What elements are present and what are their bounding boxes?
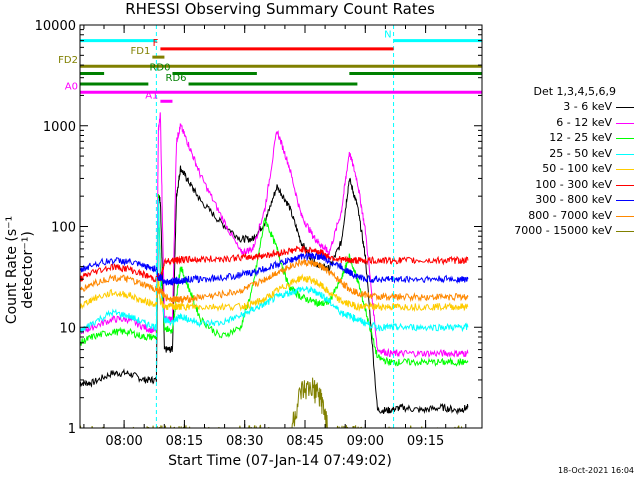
legend-swatch [616,107,634,108]
plot-frame [79,24,483,429]
flag-label-a1: A1 [145,90,158,101]
legend: Det 1,3,4,5,6,9 3 - 6 keV 6 - 12 keV 12 … [488,85,636,240]
legend-header: Det 1,3,4,5,6,9 [533,85,616,98]
x-tick-label: 08:00 [105,434,142,449]
flag-label-fd2: FD2 [58,55,78,66]
legend-swatch [616,153,634,155]
legend-item: 800 - 7000 keV [488,209,636,225]
y-axis-label: Count Rate (s⁻¹ detector⁻¹) [4,215,36,325]
legend-swatch [616,169,634,170]
series-line-7 [80,257,469,305]
legend-swatch [616,231,634,232]
x-tick-label: 08:30 [226,434,263,449]
flag-label-rd0: RD0 [149,63,170,74]
series-line-6 [80,252,469,286]
flag-label-fd1: FD1 [131,46,151,57]
legend-swatch [616,138,634,139]
x-tick-label: 09:00 [347,434,384,449]
series-line-1 [80,112,469,359]
date-stamp: 18-Oct-2021 16:04 [558,466,634,475]
flag-label-a0: A0 [65,81,78,92]
legend-item: 100 - 300 keV [488,178,636,194]
y-tick-label: 10000 [35,19,76,34]
y-tick-label: 100 [51,221,76,236]
legend-item: 12 - 25 keV [488,131,636,147]
y-tick-label: 1 [68,422,76,437]
y-tick-label: 10 [59,321,76,336]
flag-label-rd6: RD6 [166,73,187,84]
legend-swatch [616,122,634,124]
series-line-8 [80,377,463,428]
series-line-3 [80,198,469,334]
x-tick-label: 09:15 [407,434,444,449]
legend-item: 6 - 12 keV [488,116,636,132]
legend-item: 50 - 100 keV [488,162,636,178]
chart-title: RHESSI Observing Summary Count Rates [125,0,435,18]
x-axis-label: Start Time (07-Jan-14 07:49:02) [168,453,392,469]
legend-item: 300 - 800 keV [488,193,636,209]
legend-item: 25 - 50 keV [488,147,636,163]
y-tick-label: 1000 [43,120,76,135]
x-tick-label: 08:45 [286,434,323,449]
flag-label-n: N [384,30,391,41]
legend-swatch [616,200,634,201]
legend-swatch [616,184,634,186]
legend-item: 3 - 6 keV [488,100,636,116]
series-line-4 [80,273,469,313]
legend-swatch [616,215,634,217]
x-tick-label: 08:15 [166,434,203,449]
legend-item: 7000 - 15000 keV [488,224,636,240]
flag-label-f: F [153,38,159,49]
series-line-0 [80,165,469,416]
